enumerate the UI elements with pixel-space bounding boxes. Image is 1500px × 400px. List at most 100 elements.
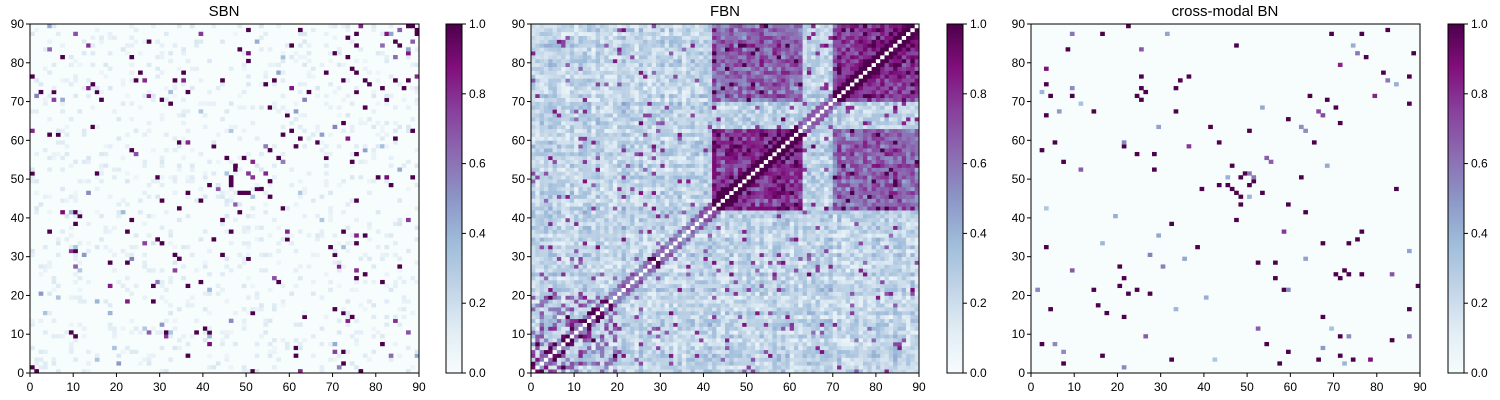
heatmap-cell [656, 272, 661, 277]
heatmap-cell [241, 190, 247, 195]
heatmap-cell [772, 252, 778, 258]
heatmap-cell [884, 264, 890, 269]
heatmap-cell [888, 334, 894, 339]
heatmap-cell [548, 295, 553, 300]
heatmap-cell [328, 24, 333, 29]
heatmap-cell [47, 264, 52, 269]
heatmap-cell [837, 357, 842, 362]
heatmap-cell [634, 338, 640, 343]
heatmap-cell [673, 353, 678, 358]
heatmap-cell [341, 310, 346, 316]
heatmap-cell [768, 221, 773, 226]
heatmap-cell [401, 279, 407, 285]
heatmap-cell [703, 248, 709, 254]
heatmap-cell [90, 62, 96, 68]
heatmap-cell [737, 256, 743, 261]
heatmap-cell [591, 357, 597, 362]
heatmap-cell [910, 349, 916, 354]
heatmap-cell [793, 287, 799, 292]
heatmap-cell [720, 225, 726, 230]
heatmap-cell [107, 322, 113, 327]
heatmap-cell [867, 338, 872, 343]
heatmap-cell [582, 241, 588, 246]
heatmap-cell [901, 349, 907, 354]
heatmap-cell [543, 307, 549, 312]
heatmap-cell [703, 310, 709, 316]
heatmap-cell [699, 299, 704, 304]
heatmap-cell [587, 233, 592, 238]
x-tick-label: 20 [110, 380, 124, 394]
heatmap-cell [815, 299, 821, 304]
heatmap-cell [725, 229, 730, 234]
heatmap-cell [289, 167, 294, 172]
heatmap-cell [612, 256, 618, 261]
heatmap-cell [120, 349, 126, 354]
heatmap-cell [599, 357, 605, 362]
heatmap-cell [612, 287, 618, 292]
heatmap-cell [776, 353, 782, 358]
heatmap-cell [789, 260, 795, 265]
heatmap-cell [858, 221, 864, 226]
heatmap-cell [789, 369, 795, 374]
heatmap-cell [811, 229, 816, 234]
heatmap-cell [862, 303, 868, 308]
heatmap-cell [729, 322, 734, 327]
heatmap-cell [690, 291, 696, 296]
heatmap-cell [582, 260, 588, 265]
heatmap-cell [651, 225, 657, 230]
heatmap-cell [608, 237, 614, 242]
heatmap-cell [336, 268, 342, 273]
heatmap-cell [664, 276, 670, 281]
heatmap-cell [759, 318, 765, 323]
heatmap-cell [884, 233, 890, 238]
heatmap-cell [371, 89, 377, 95]
heatmap-cell [578, 330, 584, 335]
heatmap-cell [703, 252, 709, 258]
heatmap-cell [681, 237, 687, 242]
heatmap-cell [746, 345, 752, 351]
heatmap-cell [582, 225, 588, 230]
heatmap-cell [215, 86, 221, 91]
heatmap-cell [759, 326, 765, 331]
heatmap-cell [73, 334, 78, 339]
heatmap-cell [535, 361, 540, 366]
heatmap-cell [406, 128, 411, 133]
heatmap-cell [858, 241, 864, 246]
heatmap-cell [246, 225, 251, 230]
heatmap-cell [759, 303, 765, 308]
heatmap-cell [42, 47, 48, 52]
heatmap-cell [354, 233, 359, 238]
heatmap-cell [901, 283, 907, 289]
heatmap-cell [388, 233, 394, 238]
heatmap-cell [332, 35, 338, 40]
heatmap-cell [612, 299, 618, 304]
heatmap-cell [893, 295, 898, 300]
heatmap-cell [30, 248, 35, 254]
heatmap-cell [798, 349, 803, 354]
heatmap-cell [867, 264, 872, 269]
heatmap-cell [811, 221, 816, 226]
heatmap-cell [880, 260, 885, 265]
heatmap-cell [634, 318, 640, 323]
heatmap-cell [561, 210, 566, 215]
heatmap-cell [862, 365, 868, 370]
heatmap-cell [285, 229, 290, 234]
heatmap-cell [349, 101, 355, 106]
heatmap-cell [125, 260, 130, 265]
heatmap-cell [660, 264, 665, 269]
heatmap-cell [133, 39, 139, 44]
heatmap-cell [280, 105, 286, 110]
heatmap-cell [595, 318, 601, 323]
heatmap-cell [686, 229, 691, 234]
heatmap-cell [574, 260, 579, 265]
heatmap-cell [531, 245, 536, 250]
heatmap-cell [772, 345, 778, 351]
heatmap-cell [694, 318, 700, 323]
heatmap-cell [565, 314, 571, 320]
heatmap-cell [107, 260, 113, 265]
heatmap-cell [634, 369, 640, 374]
heatmap-cell [660, 310, 665, 316]
heatmap-cell [806, 229, 812, 234]
heatmap-cell [556, 314, 562, 320]
heatmap-cell [725, 318, 730, 323]
